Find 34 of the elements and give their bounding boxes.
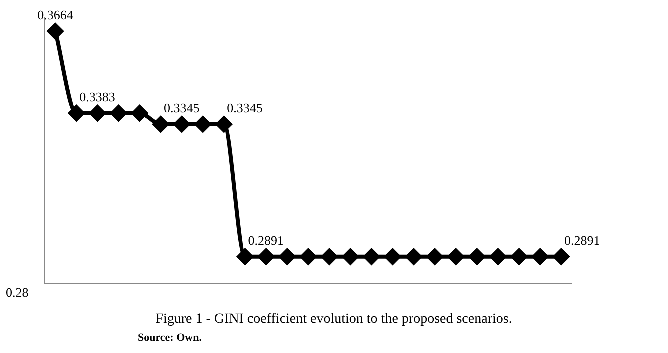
point [490,248,506,265]
point [426,248,443,265]
data-label: 0.3383 [80,89,116,104]
point [532,248,548,265]
point [342,248,359,265]
point [406,248,422,265]
point [279,248,296,265]
data-label: 0.2891 [248,232,284,248]
point [258,248,274,265]
point [469,248,486,265]
point [364,248,380,265]
data-label: 0.3345 [164,100,200,116]
text: Figure 1 - GINI coefficient evolution to the proposed scenarios. [154,312,514,328]
point [174,116,190,132]
point [110,105,127,122]
point [237,248,254,265]
data-label: 0.3664 [38,7,74,22]
point [216,116,232,132]
point [68,105,85,122]
point [90,105,106,122]
point [195,116,212,132]
point [132,105,148,122]
data-label: 0.3345 [227,100,263,116]
point [48,23,64,40]
point [448,248,464,265]
text: 0.28 [6,285,29,301]
point [384,248,401,265]
source-note: Source: Own. [138,332,202,344]
point [322,248,338,265]
point [300,248,316,265]
point [511,248,528,265]
point [553,248,570,265]
data-label: 0.2891 [564,232,600,248]
point [152,116,169,132]
